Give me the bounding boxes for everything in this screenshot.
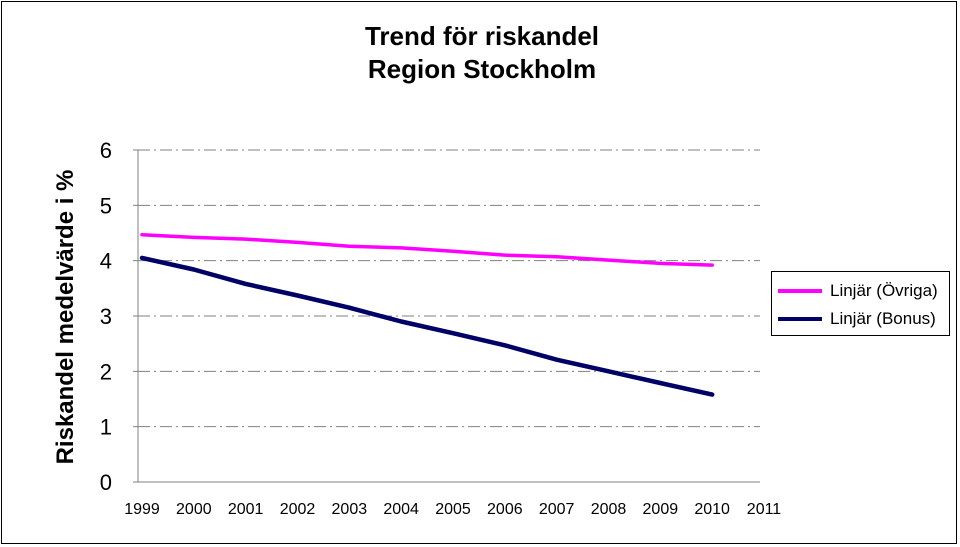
chart-subtitle: Region Stockholm (367, 54, 597, 84)
x-tick-label-1999: 1999 (124, 501, 160, 518)
y-tick-label-5: 5 (100, 193, 112, 218)
legend-item-bonus: Linjär (Bonus) (778, 308, 948, 330)
y-tick-label-1: 1 (100, 415, 112, 440)
y-tick-label-2: 2 (100, 359, 112, 384)
chart-title-line1: Trend för riskandel (364, 21, 600, 51)
x-tick-label-2010: 2010 (694, 501, 730, 518)
legend-swatch-ovriga (778, 289, 822, 293)
y-tick-label-3: 3 (100, 304, 112, 329)
legend-item-ovriga: Linjär (Övriga) (778, 280, 948, 302)
y-tick-label-4: 4 (100, 249, 112, 274)
x-tick-label-2011: 2011 (747, 501, 782, 518)
series-line-1 (139, 255, 715, 397)
chart-title: Trend för riskandel Region Stockholm (282, 20, 682, 86)
x-tick-label-2003: 2003 (332, 501, 368, 518)
x-tick-label-2002: 2002 (280, 501, 316, 518)
x-tick-label-2004: 2004 (383, 501, 419, 518)
legend: Linjär (Övriga) Linjär (Bonus) (771, 271, 950, 336)
legend-label-ovriga: Linjär (Övriga) (830, 281, 938, 300)
legend-label-bonus: Linjär (Bonus) (830, 309, 936, 328)
x-tick-label-2007: 2007 (539, 501, 575, 518)
y-tick-label-6: 6 (100, 138, 112, 163)
x-tick-label-2009: 2009 (643, 501, 679, 518)
series-line-0 (140, 232, 714, 267)
x-tick-label-2001: 2001 (228, 501, 264, 518)
x-tick-label-2005: 2005 (435, 501, 471, 518)
x-tick-label-2006: 2006 (487, 501, 523, 518)
x-tick-label-2000: 2000 (176, 501, 212, 518)
legend-swatch-bonus (778, 317, 822, 321)
y-tick-label-0: 0 (100, 470, 112, 495)
x-tick-label-2008: 2008 (591, 501, 627, 518)
